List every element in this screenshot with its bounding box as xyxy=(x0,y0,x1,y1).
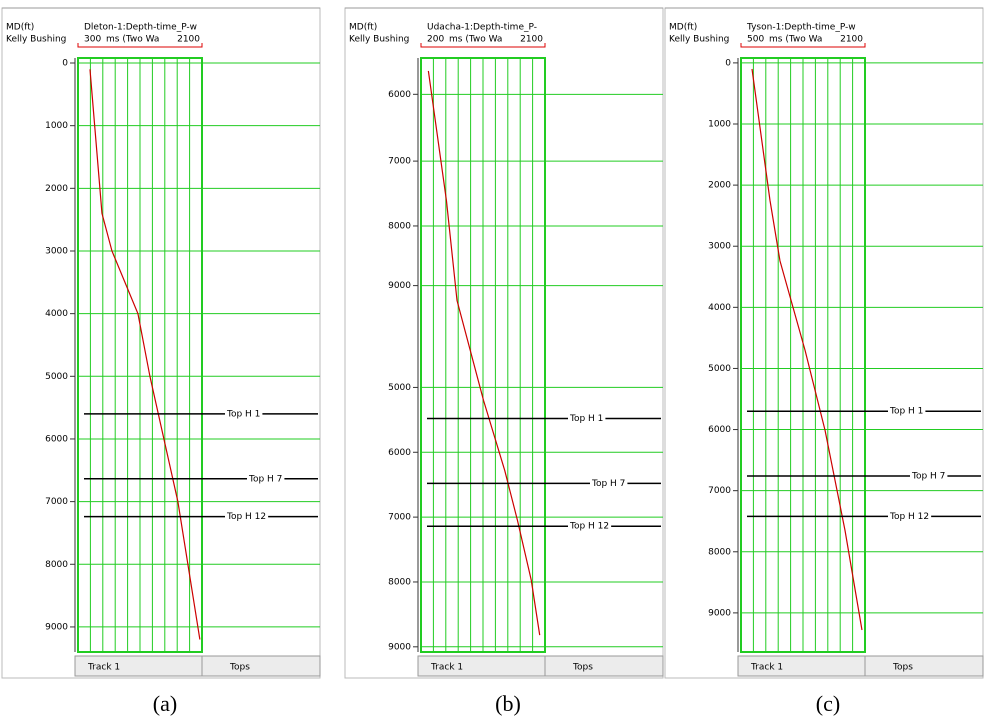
y-tick-label: 5000 xyxy=(388,383,411,393)
depth-time-curve xyxy=(427,70,541,636)
series-name: Udacha-1:Depth-time_P- xyxy=(427,23,537,33)
y-tick-label: 2000 xyxy=(708,181,731,191)
y-tick-label: 5000 xyxy=(45,372,68,382)
y-tick-label: 7000 xyxy=(708,486,731,496)
caption: (a) xyxy=(153,691,177,716)
caption: (b) xyxy=(495,691,521,716)
track-name: Tops xyxy=(572,663,593,673)
x-tick-label: 2100 xyxy=(177,35,200,45)
y-tick-label: 5000 xyxy=(708,364,731,374)
depth-time-curve xyxy=(89,69,201,640)
header-scale-bar xyxy=(77,43,203,48)
y-tick-label: 2000 xyxy=(45,184,68,194)
x-tick-label: 2100 xyxy=(840,35,863,45)
track-name: Track 1 xyxy=(430,663,463,673)
y-tick-label: 8000 xyxy=(388,577,411,587)
depth-time-curve xyxy=(751,68,863,631)
well-panel: MD(ft) Kelly Bushing Udacha-1:Depth-time_P… xyxy=(344,7,664,716)
y-tick-label: 0 xyxy=(62,59,68,69)
y-tick-label: 9000 xyxy=(388,642,411,652)
top-label: Top H 1 xyxy=(569,414,603,424)
track-name: Track 1 xyxy=(87,663,120,673)
header-scale-bar xyxy=(740,43,866,48)
y-axis-title: MD(ft) xyxy=(669,23,697,33)
y-tick-label: 8000 xyxy=(388,221,411,231)
top-label: Top H 7 xyxy=(911,472,945,482)
track-footer xyxy=(74,655,321,677)
header-scale-bar xyxy=(420,43,546,48)
panel-frame xyxy=(664,7,984,679)
x-tick-label: 2100 xyxy=(520,35,543,45)
y-tick-label: 9000 xyxy=(45,622,68,632)
x-axis-title: ms (Two Wa xyxy=(106,35,159,45)
y-tick-label: 6000 xyxy=(388,90,411,100)
y-tick-label: 6000 xyxy=(708,425,731,435)
x-tick-label: 300 xyxy=(84,35,101,45)
top-label: Top H 12 xyxy=(569,522,609,532)
panel-frame xyxy=(1,7,321,679)
track-footer xyxy=(417,655,664,677)
series-name: Dleton-1:Depth-time_P-w xyxy=(84,23,197,33)
y-tick-label: 4000 xyxy=(45,309,68,319)
top-label: Top H 7 xyxy=(591,479,625,489)
caption: (c) xyxy=(816,691,840,716)
x-axis-title: ms (Two Wa xyxy=(449,35,502,45)
y-tick-label: 4000 xyxy=(708,303,731,313)
y-tick-label: 8000 xyxy=(708,547,731,557)
y-tick-label: 0 xyxy=(725,58,731,68)
y-tick-label: 7000 xyxy=(388,513,411,523)
y-axis-title: MD(ft) xyxy=(349,23,377,33)
top-label: Top H 7 xyxy=(248,474,282,484)
y-tick-label: 3000 xyxy=(708,242,731,252)
top-label: Top H 1 xyxy=(889,407,923,417)
y-tick-label: 7000 xyxy=(45,497,68,507)
x-tick-label: 200 xyxy=(427,35,444,45)
y-axis-title: MD(ft) xyxy=(6,23,34,33)
x-axis-title: ms (Two Wa xyxy=(769,35,822,45)
well-panel: MD(ft) Kelly Bushing Tyson-1:Depth-time_P-… xyxy=(664,7,984,716)
y-tick-label: 8000 xyxy=(45,560,68,570)
y-tick-label: 3000 xyxy=(45,246,68,256)
series-name: Tyson-1:Depth-time_P-w xyxy=(746,23,856,33)
y-tick-label: 1000 xyxy=(45,121,68,131)
track-name: Tops xyxy=(229,663,250,673)
track-name: Track 1 xyxy=(750,663,783,673)
y-tick-label: 1000 xyxy=(708,120,731,130)
reference-label: Kelly Bushing xyxy=(349,35,409,45)
y-tick-label: 9000 xyxy=(708,608,731,618)
y-tick-label: 6000 xyxy=(45,434,68,444)
y-tick-label: 6000 xyxy=(388,448,411,458)
track-name: Tops xyxy=(892,663,913,673)
reference-label: Kelly Bushing xyxy=(6,35,66,45)
top-label: Top H 1 xyxy=(226,409,260,419)
well-panel: MD(ft) Kelly Bushing Dleton-1:Depth-time_P… xyxy=(1,7,321,716)
y-tick-label: 7000 xyxy=(388,157,411,167)
track-footer xyxy=(737,655,984,677)
y-tick-label: 9000 xyxy=(388,281,411,291)
x-tick-label: 500 xyxy=(747,35,764,45)
top-label: Top H 12 xyxy=(226,512,266,522)
top-label: Top H 12 xyxy=(889,512,929,522)
reference-label: Kelly Bushing xyxy=(669,35,729,45)
